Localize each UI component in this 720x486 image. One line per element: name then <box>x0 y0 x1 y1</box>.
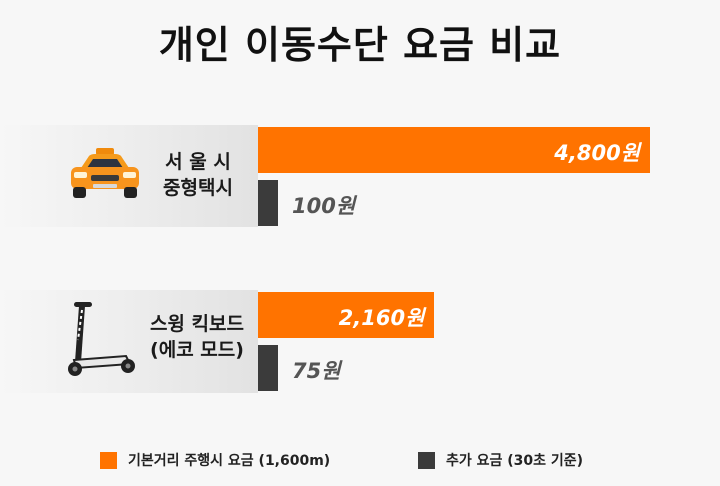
legend-item-base: 기본거리 주행시 요금 (1,600m) <box>100 448 330 472</box>
bar-extra-taxi <box>258 180 278 226</box>
category-label-kickboard: 스윙 킥보드 (에코 모드) <box>149 313 244 361</box>
legend-swatch-base <box>100 451 117 469</box>
legend-label-extra: 추가 요금 (30초 기준) <box>446 453 584 469</box>
kickboard-icon <box>68 302 135 376</box>
legend-swatch-extra <box>418 451 435 469</box>
taxi-icon <box>71 148 139 198</box>
page-title: 개인 이동수단 요금 비교 <box>158 23 562 67</box>
legend-label-base: 기본거리 주행시 요금 (1,600m) <box>128 453 331 469</box>
bar-label-base-kickboard: 2,160원 <box>338 306 425 330</box>
bar-base-kickboard <box>258 292 435 338</box>
bar-label-extra-kickboard: 75원 <box>292 359 341 383</box>
category-panel-kickboard <box>0 290 258 393</box>
bar-label-extra-taxi: 100원 <box>292 194 356 218</box>
bar-label-base-taxi: 4,800원 <box>554 141 640 165</box>
bar-extra-kickboard <box>258 345 278 391</box>
bar-base-taxi <box>258 127 650 173</box>
category-label-taxi: 서 울 시 중형택시 <box>163 151 233 199</box>
legend-item-extra: 추가 요금 (30초 기준) <box>418 448 583 472</box>
